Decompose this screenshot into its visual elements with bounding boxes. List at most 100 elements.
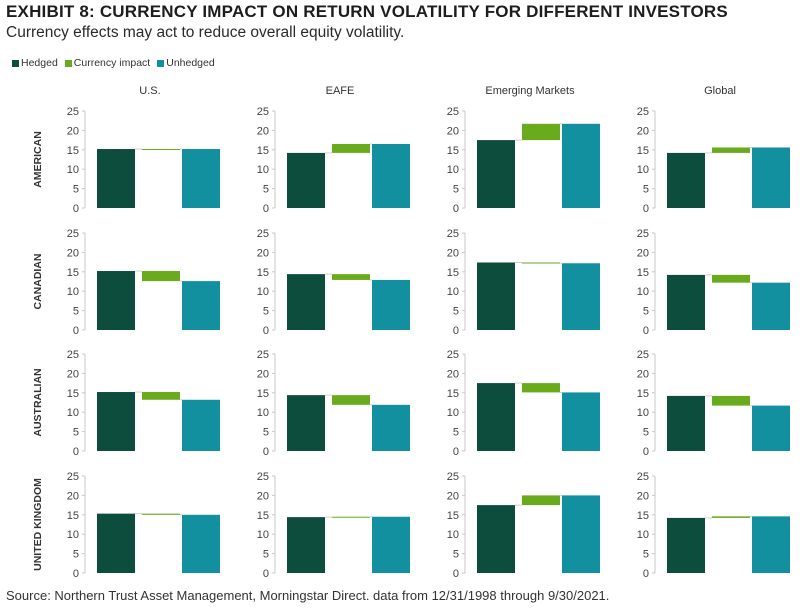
bar-currency-impact: [142, 271, 180, 282]
y-tick-label: 5: [643, 549, 649, 561]
y-tick-label: 5: [453, 427, 459, 439]
y-tick-label: 20: [257, 490, 269, 502]
bar-currency-impact: [332, 274, 370, 280]
panel-australian-eafe: 0 5 10 15 20 25: [257, 349, 410, 458]
bar-unhedged: [372, 516, 410, 573]
bar-currency-impact: [142, 513, 180, 515]
y-tick-label: 25: [447, 106, 459, 118]
y-tick-label: 10: [257, 529, 269, 541]
bar-hedged: [287, 395, 325, 451]
y-tick-label: 5: [263, 306, 269, 318]
panel-united-kingdom-emerging-markets: 0 5 10 15 20 25: [447, 471, 600, 580]
legend-label-unhedged: Unhedged: [166, 57, 215, 69]
y-tick-label: 15: [447, 388, 459, 400]
y-tick-label: 25: [637, 106, 649, 118]
y-tick-label: 10: [637, 164, 649, 176]
bar-unhedged: [182, 399, 220, 451]
y-tick-label: 10: [67, 164, 79, 176]
y-tick-label: 5: [453, 184, 459, 196]
y-tick-label: 25: [257, 471, 269, 483]
bar-hedged: [477, 505, 515, 573]
y-tick-label: 20: [67, 125, 79, 137]
bar-unhedged: [752, 516, 790, 573]
y-tick-label: 25: [637, 228, 649, 240]
y-tick-label: 0: [263, 325, 269, 337]
bar-unhedged: [182, 281, 220, 330]
chart-title: EXHIBIT 8: CURRENCY IMPACT ON RETURN VOL…: [6, 2, 728, 21]
y-tick-label: 10: [637, 529, 649, 541]
y-tick-label: 25: [257, 349, 269, 361]
y-tick-label: 0: [643, 325, 649, 337]
y-tick-label: 20: [637, 247, 649, 259]
bar-hedged: [667, 274, 705, 330]
panel-united-kingdom-eafe: 0 5 10 15 20 25: [257, 471, 410, 580]
y-tick-label: 20: [67, 490, 79, 502]
y-tick-label: 15: [257, 510, 269, 522]
y-tick-label: 20: [257, 125, 269, 137]
legend-swatch-unhedged: [157, 59, 165, 67]
bar-unhedged: [182, 149, 220, 208]
bar-currency-impact: [522, 262, 560, 264]
y-tick-label: 5: [73, 549, 79, 561]
panel-united-kingdom-global: 0 5 10 15 20 25: [637, 471, 790, 580]
panel-canadian-eafe: 0 5 10 15 20 25: [257, 228, 410, 337]
y-tick-label: 5: [643, 427, 649, 439]
bar-currency-impact: [142, 392, 180, 400]
y-tick-label: 5: [453, 306, 459, 318]
y-tick-label: 15: [637, 267, 649, 279]
y-tick-label: 15: [637, 510, 649, 522]
y-tick-label: 0: [73, 325, 79, 337]
y-tick-label: 0: [453, 325, 459, 337]
y-tick-label: 20: [447, 490, 459, 502]
bar-currency-impact: [142, 149, 180, 151]
y-tick-label: 10: [637, 286, 649, 298]
source-note: Source: Northern Trust Asset Management,…: [6, 588, 610, 603]
y-tick-label: 20: [637, 125, 649, 137]
y-tick-label: 10: [447, 164, 459, 176]
y-tick-label: 5: [643, 184, 649, 196]
y-tick-label: 10: [257, 286, 269, 298]
y-tick-label: 25: [637, 349, 649, 361]
y-tick-label: 25: [67, 471, 79, 483]
y-tick-label: 20: [447, 247, 459, 259]
bar-hedged: [477, 383, 515, 451]
y-tick-label: 20: [447, 125, 459, 137]
bar-unhedged: [562, 123, 600, 208]
y-tick-label: 15: [67, 388, 79, 400]
bar-unhedged: [182, 514, 220, 573]
bar-hedged: [287, 517, 325, 573]
y-tick-label: 15: [447, 145, 459, 157]
y-tick-label: 0: [73, 446, 79, 458]
bar-hedged: [97, 149, 135, 208]
legend-item-currency-impact: Currency impact: [64, 57, 150, 69]
panel-american-eafe: 0 5 10 15 20 25: [257, 106, 410, 215]
legend-item-unhedged: Unhedged: [157, 57, 215, 69]
y-tick-label: 25: [637, 471, 649, 483]
bar-currency-impact: [522, 383, 560, 393]
bar-unhedged: [562, 495, 600, 573]
bar-currency-impact: [712, 516, 750, 518]
panel-american-global: 0 5 10 15 20 25: [637, 106, 790, 215]
y-tick-label: 0: [453, 568, 459, 580]
y-tick-label: 20: [637, 490, 649, 502]
y-tick-label: 0: [643, 568, 649, 580]
y-tick-label: 20: [447, 368, 459, 380]
y-tick-label: 20: [67, 247, 79, 259]
panel-canadian-emerging-markets: 0 5 10 15 20 25: [447, 228, 600, 337]
y-tick-label: 5: [73, 427, 79, 439]
chart-subtitle: Currency effects may act to reduce overa…: [6, 24, 405, 41]
y-tick-label: 5: [73, 184, 79, 196]
bar-unhedged: [372, 143, 410, 208]
legend-swatch-hedged: [12, 59, 19, 67]
y-tick-label: 15: [67, 267, 79, 279]
bar-hedged: [667, 395, 705, 451]
y-tick-label: 0: [453, 203, 459, 215]
y-tick-label: 5: [643, 306, 649, 318]
bar-unhedged: [752, 147, 790, 208]
y-tick-label: 0: [73, 203, 79, 215]
y-tick-label: 10: [447, 529, 459, 541]
row-header-canadian: CANADIAN: [32, 254, 44, 310]
bar-unhedged: [372, 279, 410, 330]
column-header-emerging-markets: Emerging Markets: [485, 85, 575, 97]
